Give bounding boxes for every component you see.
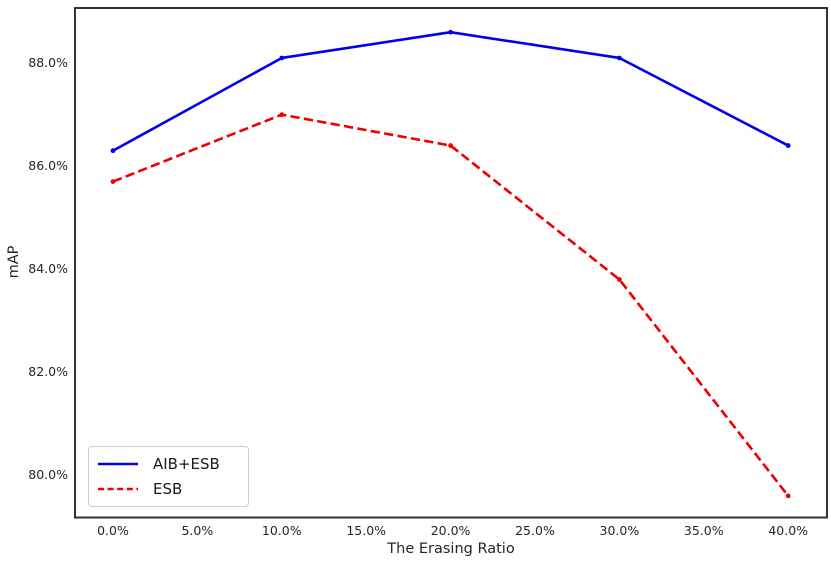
- data-point-marker: [616, 277, 622, 282]
- data-point-marker: [448, 143, 453, 148]
- y-tick-label: 80.0%: [28, 467, 68, 483]
- data-point-marker: [110, 148, 116, 154]
- y-tick-label: 82.0%: [28, 364, 68, 380]
- legend: AIB+ESB ESB: [88, 446, 249, 507]
- x-tick-label: 5.0%: [181, 523, 214, 538]
- x-tick-label: 30.0%: [599, 523, 640, 538]
- data-point-marker: [448, 29, 453, 35]
- y-tick-label: 86.0%: [28, 158, 68, 174]
- legend-item-esb: ESB: [97, 480, 240, 498]
- data-point-marker: [279, 55, 285, 61]
- y-tick-label: 84.0%: [28, 261, 68, 277]
- solid-line-sample-icon: [98, 462, 138, 466]
- legend-label: ESB: [153, 480, 183, 499]
- data-point-marker: [616, 55, 622, 61]
- data-point-marker: [110, 179, 116, 185]
- data-point-marker: [279, 112, 285, 118]
- y-axis-title: mAP: [6, 245, 22, 279]
- dashed-line-sample-icon: [98, 487, 138, 491]
- series-line-aib-esb: [112, 30, 789, 152]
- x-tick-label: 15.0%: [346, 523, 387, 538]
- x-tick-label: 25.0%: [515, 523, 555, 538]
- axes-frame: [74, 7, 828, 519]
- x-tick-label: 35.0%: [683, 523, 724, 538]
- x-axis-title: The Erasing Ratio: [387, 541, 515, 557]
- x-tick-label: 0.0%: [97, 523, 129, 538]
- data-point-marker: [785, 493, 791, 499]
- y-tick-label: 88.0%: [28, 55, 68, 71]
- series-line-esb: [112, 113, 790, 497]
- legend-label: AIB+ESB: [153, 454, 220, 473]
- legend-item-aib-esb: AIB+ESB: [97, 455, 240, 473]
- x-tick-label: 40.0%: [768, 523, 809, 538]
- x-tick-label: 20.0%: [430, 523, 471, 538]
- x-tick-label: 10.0%: [261, 523, 302, 538]
- data-point-marker: [785, 143, 791, 148]
